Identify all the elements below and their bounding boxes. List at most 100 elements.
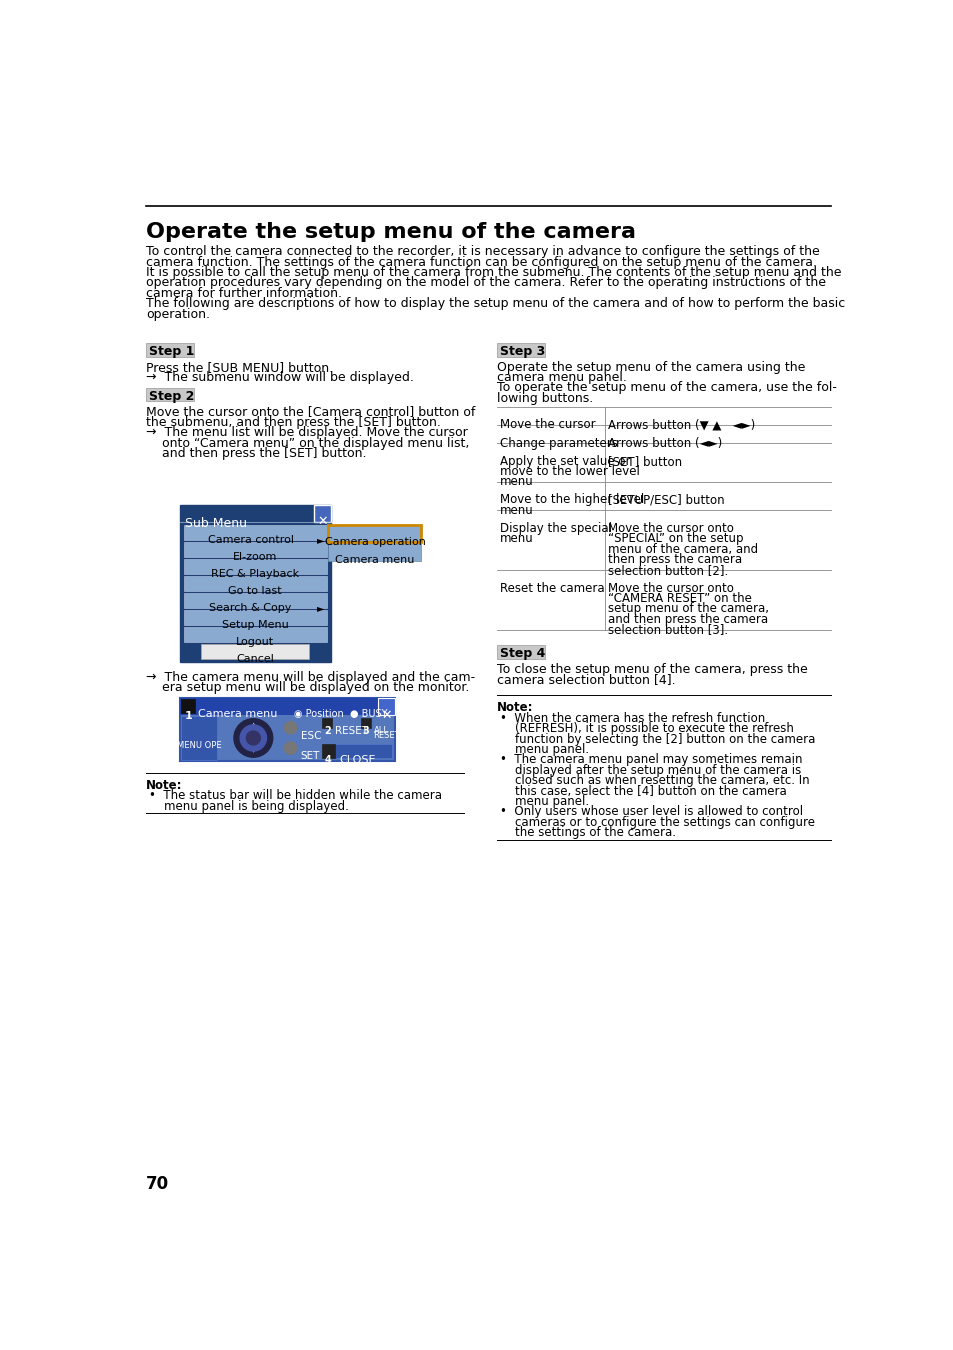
Text: ✕: ✕ bbox=[316, 516, 327, 528]
Text: function by selecting the [2] button on the camera: function by selecting the [2] button on … bbox=[499, 733, 814, 745]
Text: Camera operation: Camera operation bbox=[324, 537, 425, 547]
Text: Step 2: Step 2 bbox=[150, 390, 194, 402]
Text: and then press the camera: and then press the camera bbox=[608, 613, 767, 626]
Text: Move the cursor: Move the cursor bbox=[499, 418, 595, 432]
Text: menu panel is being displayed.: menu panel is being displayed. bbox=[150, 799, 349, 813]
Text: MENU OPE: MENU OPE bbox=[176, 741, 221, 751]
Text: “SPECIAL” on the setup: “SPECIAL” on the setup bbox=[608, 532, 743, 545]
Text: Logout: Logout bbox=[236, 637, 274, 647]
Text: Move the cursor onto: Move the cursor onto bbox=[608, 582, 734, 594]
Text: Note:: Note: bbox=[497, 702, 533, 714]
FancyBboxPatch shape bbox=[183, 610, 327, 625]
FancyBboxPatch shape bbox=[183, 543, 327, 558]
Text: ESC: ESC bbox=[300, 730, 321, 741]
Text: To close the setup menu of the camera, press the: To close the setup menu of the camera, p… bbox=[497, 663, 806, 676]
Text: Change parameters: Change parameters bbox=[499, 436, 617, 450]
Text: Go to last: Go to last bbox=[228, 586, 282, 597]
Text: ►: ► bbox=[316, 603, 324, 613]
Text: Reset the camera: Reset the camera bbox=[499, 582, 604, 594]
FancyBboxPatch shape bbox=[179, 505, 331, 662]
Text: operation.: operation. bbox=[146, 308, 211, 320]
Text: Apply the set value or: Apply the set value or bbox=[499, 455, 630, 467]
FancyBboxPatch shape bbox=[201, 644, 309, 659]
Text: Cancel: Cancel bbox=[236, 653, 274, 664]
FancyBboxPatch shape bbox=[183, 559, 327, 574]
Text: Camera control: Camera control bbox=[208, 536, 294, 545]
Text: “CAMERA RESET” on the: “CAMERA RESET” on the bbox=[608, 593, 751, 605]
FancyBboxPatch shape bbox=[322, 744, 392, 757]
FancyBboxPatch shape bbox=[497, 343, 544, 356]
FancyBboxPatch shape bbox=[314, 505, 331, 522]
Text: RESET: RESET bbox=[335, 726, 367, 736]
Text: closed such as when resetting the camera, etc. In: closed such as when resetting the camera… bbox=[499, 774, 808, 787]
Text: 70: 70 bbox=[146, 1174, 170, 1192]
Text: Sub Menu: Sub Menu bbox=[185, 517, 247, 531]
Text: CLOSE: CLOSE bbox=[339, 755, 375, 765]
Text: 3: 3 bbox=[362, 726, 369, 736]
Text: [SETUP/ESC] button: [SETUP/ESC] button bbox=[608, 494, 724, 506]
Text: Step 1: Step 1 bbox=[150, 346, 194, 358]
Text: move to the lower level: move to the lower level bbox=[499, 464, 639, 478]
Text: →  The submenu window will be displayed.: → The submenu window will be displayed. bbox=[146, 371, 414, 383]
Text: 1: 1 bbox=[184, 711, 192, 721]
FancyBboxPatch shape bbox=[322, 744, 335, 757]
Text: menu: menu bbox=[499, 532, 533, 545]
Text: cameras or to configure the settings can configure: cameras or to configure the settings can… bbox=[499, 815, 814, 829]
Text: Press the [SUB MENU] button.: Press the [SUB MENU] button. bbox=[146, 360, 334, 374]
Text: Step 4: Step 4 bbox=[499, 648, 544, 660]
FancyBboxPatch shape bbox=[179, 698, 395, 716]
Text: Search & Copy: Search & Copy bbox=[210, 603, 292, 613]
Text: ✕: ✕ bbox=[381, 709, 392, 722]
Text: 2: 2 bbox=[324, 726, 331, 736]
Text: Arrows button (▼ ▲   ◄►): Arrows button (▼ ▲ ◄►) bbox=[608, 418, 755, 432]
Text: era setup menu will be displayed on the monitor.: era setup menu will be displayed on the … bbox=[146, 682, 469, 694]
Text: onto “Camera menu” on the displayed menu list,: onto “Camera menu” on the displayed menu… bbox=[146, 436, 469, 450]
Text: menu of the camera, and: menu of the camera, and bbox=[608, 543, 758, 556]
Text: ◉ Position  ● BUSY: ◉ Position ● BUSY bbox=[294, 710, 388, 720]
Text: Operate the setup menu of the camera using the: Operate the setup menu of the camera usi… bbox=[497, 360, 804, 374]
Text: ►: ► bbox=[316, 536, 324, 545]
FancyBboxPatch shape bbox=[146, 387, 194, 401]
FancyBboxPatch shape bbox=[377, 698, 395, 716]
Text: ▼: ▼ bbox=[251, 748, 255, 753]
FancyBboxPatch shape bbox=[183, 593, 327, 608]
Text: Camera menu: Camera menu bbox=[335, 555, 415, 566]
Text: It is possible to call the setup menu of the camera from the submenu. The conten: It is possible to call the setup menu of… bbox=[146, 266, 841, 279]
Circle shape bbox=[233, 718, 273, 757]
Text: →  The menu list will be displayed. Move the cursor: → The menu list will be displayed. Move … bbox=[146, 427, 468, 439]
Text: camera function. The settings of the camera function can be configured on the se: camera function. The settings of the cam… bbox=[146, 255, 817, 269]
Text: displayed after the setup menu of the camera is: displayed after the setup menu of the ca… bbox=[499, 764, 801, 776]
FancyBboxPatch shape bbox=[497, 645, 544, 659]
Text: ▲: ▲ bbox=[251, 722, 255, 729]
Text: Move the cursor onto the [Camera control] button of: Move the cursor onto the [Camera control… bbox=[146, 405, 476, 418]
Text: El-zoom: El-zoom bbox=[233, 552, 277, 563]
Text: menu panel.: menu panel. bbox=[499, 743, 588, 756]
Text: RESET: RESET bbox=[373, 732, 399, 740]
Text: 4: 4 bbox=[325, 755, 332, 765]
Text: Arrows button (◄►): Arrows button (◄►) bbox=[608, 436, 721, 450]
Text: then press the camera: then press the camera bbox=[608, 554, 741, 566]
Text: (REFRESH), it is possible to execute the refresh: (REFRESH), it is possible to execute the… bbox=[499, 722, 793, 736]
Text: Operate the setup menu of the camera: Operate the setup menu of the camera bbox=[146, 221, 636, 242]
Text: To control the camera connected to the recorder, it is necessary in advance to c: To control the camera connected to the r… bbox=[146, 246, 820, 258]
Circle shape bbox=[246, 732, 260, 745]
FancyBboxPatch shape bbox=[181, 699, 195, 713]
Text: camera selection button [4].: camera selection button [4]. bbox=[497, 674, 675, 686]
Text: REC & Playback: REC & Playback bbox=[211, 570, 299, 579]
FancyBboxPatch shape bbox=[360, 718, 371, 728]
Circle shape bbox=[284, 722, 296, 734]
FancyBboxPatch shape bbox=[179, 698, 395, 761]
Text: the settings of the camera.: the settings of the camera. bbox=[499, 826, 675, 840]
FancyBboxPatch shape bbox=[328, 525, 421, 543]
Text: Camera menu: Camera menu bbox=[197, 710, 276, 720]
Text: Step 3: Step 3 bbox=[499, 346, 544, 358]
Text: menu panel.: menu panel. bbox=[499, 795, 588, 807]
Text: selection button [3].: selection button [3]. bbox=[608, 624, 728, 636]
Text: operation procedures vary depending on the model of the camera. Refer to the ope: operation procedures vary depending on t… bbox=[146, 277, 825, 289]
FancyBboxPatch shape bbox=[183, 525, 327, 540]
Text: SET: SET bbox=[300, 751, 319, 761]
Text: setup menu of the camera,: setup menu of the camera, bbox=[608, 602, 768, 616]
FancyBboxPatch shape bbox=[183, 576, 327, 591]
FancyBboxPatch shape bbox=[322, 718, 332, 728]
Circle shape bbox=[240, 725, 266, 751]
